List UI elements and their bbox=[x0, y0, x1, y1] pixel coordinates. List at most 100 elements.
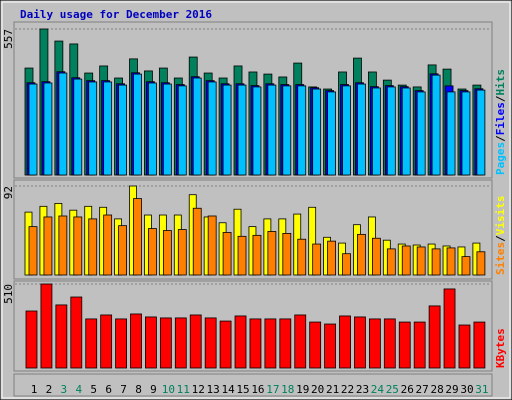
bar bbox=[398, 321, 411, 369]
bar bbox=[103, 214, 113, 276]
bar bbox=[294, 314, 307, 369]
legend-separator: / bbox=[494, 235, 507, 242]
x-tick-label: 18 bbox=[281, 383, 294, 396]
legend-entry: KBytes bbox=[494, 328, 507, 368]
bar bbox=[55, 304, 68, 369]
x-tick-label: 19 bbox=[296, 383, 309, 396]
x-tick-label: 16 bbox=[251, 383, 264, 396]
bar bbox=[162, 83, 172, 176]
bar bbox=[416, 91, 426, 176]
bar bbox=[446, 247, 456, 276]
x-tick-label: 10 bbox=[162, 383, 175, 396]
x-tick-label: 20 bbox=[311, 383, 324, 396]
bar bbox=[88, 81, 98, 176]
bar bbox=[446, 91, 456, 176]
x-tick-label: 15 bbox=[236, 383, 249, 396]
bar bbox=[148, 82, 157, 176]
x-tick-label: 14 bbox=[221, 383, 235, 396]
bar bbox=[40, 283, 53, 369]
x-tick-label: 4 bbox=[75, 383, 82, 396]
bar bbox=[85, 318, 98, 369]
x-tick-label: 30 bbox=[460, 383, 473, 396]
bar bbox=[73, 78, 83, 176]
x-tick-label: 3 bbox=[61, 383, 68, 396]
legend: Pages/Files/Hits bbox=[494, 69, 507, 175]
bar bbox=[297, 238, 307, 276]
bar bbox=[103, 81, 113, 176]
bar bbox=[371, 237, 381, 276]
bar bbox=[431, 74, 441, 176]
bar bbox=[476, 251, 486, 276]
legend-entry: Pages bbox=[494, 142, 507, 175]
x-tick-label: 21 bbox=[326, 383, 339, 396]
x-tick-label: 24 bbox=[371, 383, 385, 396]
bar bbox=[237, 84, 247, 176]
panel bbox=[13, 373, 493, 397]
legend-entry: Files bbox=[494, 102, 507, 135]
legend-separator: / bbox=[494, 95, 507, 102]
bar bbox=[133, 198, 142, 276]
legend-entry: Sites bbox=[494, 242, 507, 275]
bar bbox=[222, 84, 232, 176]
bar bbox=[297, 85, 307, 176]
bar bbox=[192, 77, 202, 176]
x-tick-label: 23 bbox=[356, 383, 369, 396]
bar bbox=[264, 318, 277, 369]
y-tick-label: 92 bbox=[2, 186, 15, 199]
x-tick-label: 26 bbox=[401, 383, 414, 396]
x-tick-label: 28 bbox=[430, 383, 443, 396]
bar bbox=[312, 243, 322, 276]
x-tick-label: 17 bbox=[266, 383, 279, 396]
bar bbox=[234, 315, 247, 369]
x-tick-label: 9 bbox=[150, 383, 157, 396]
x-tick-label: 11 bbox=[177, 383, 190, 396]
bar bbox=[413, 321, 426, 369]
bar bbox=[279, 318, 292, 369]
bar bbox=[443, 288, 456, 369]
bar bbox=[118, 84, 127, 176]
bar bbox=[461, 256, 471, 276]
bar bbox=[222, 232, 232, 276]
bar bbox=[383, 318, 396, 369]
bar bbox=[162, 230, 172, 276]
bar bbox=[428, 305, 441, 369]
bar bbox=[282, 85, 292, 176]
x-tick-label: 29 bbox=[445, 383, 458, 396]
legend-entry: Visits bbox=[494, 196, 507, 236]
bar bbox=[189, 314, 202, 369]
x-tick-label: 8 bbox=[135, 383, 142, 396]
bar bbox=[249, 318, 262, 369]
x-tick-label: 13 bbox=[207, 383, 220, 396]
bar bbox=[327, 240, 337, 276]
bar bbox=[133, 73, 142, 176]
legend-entry: Hits bbox=[494, 69, 507, 96]
bar bbox=[88, 218, 98, 276]
bar bbox=[174, 317, 187, 369]
bar bbox=[177, 85, 187, 176]
bar bbox=[207, 215, 217, 276]
bar bbox=[252, 86, 262, 176]
bar bbox=[130, 313, 142, 369]
bar bbox=[458, 324, 471, 369]
bar bbox=[386, 248, 396, 276]
bar bbox=[357, 83, 366, 176]
bar bbox=[476, 89, 486, 176]
x-tick-label: 7 bbox=[120, 383, 127, 396]
bar bbox=[73, 216, 83, 276]
x-tick-label: 27 bbox=[416, 383, 429, 396]
bar bbox=[354, 316, 366, 369]
bar bbox=[43, 82, 53, 176]
legend: Sites/Visits bbox=[494, 196, 507, 276]
bar bbox=[431, 248, 441, 276]
bar bbox=[282, 233, 292, 276]
x-tick-label: 1 bbox=[31, 383, 38, 396]
bar bbox=[192, 207, 202, 276]
bar bbox=[267, 84, 277, 176]
bar bbox=[219, 320, 232, 369]
chart-title: Daily usage for December 2016 bbox=[20, 8, 212, 21]
x-tick-label: 25 bbox=[386, 383, 399, 396]
bar bbox=[177, 229, 187, 276]
x-tick-label: 31 bbox=[475, 383, 488, 396]
bar bbox=[312, 88, 322, 176]
x-tick-label: 6 bbox=[105, 383, 112, 396]
